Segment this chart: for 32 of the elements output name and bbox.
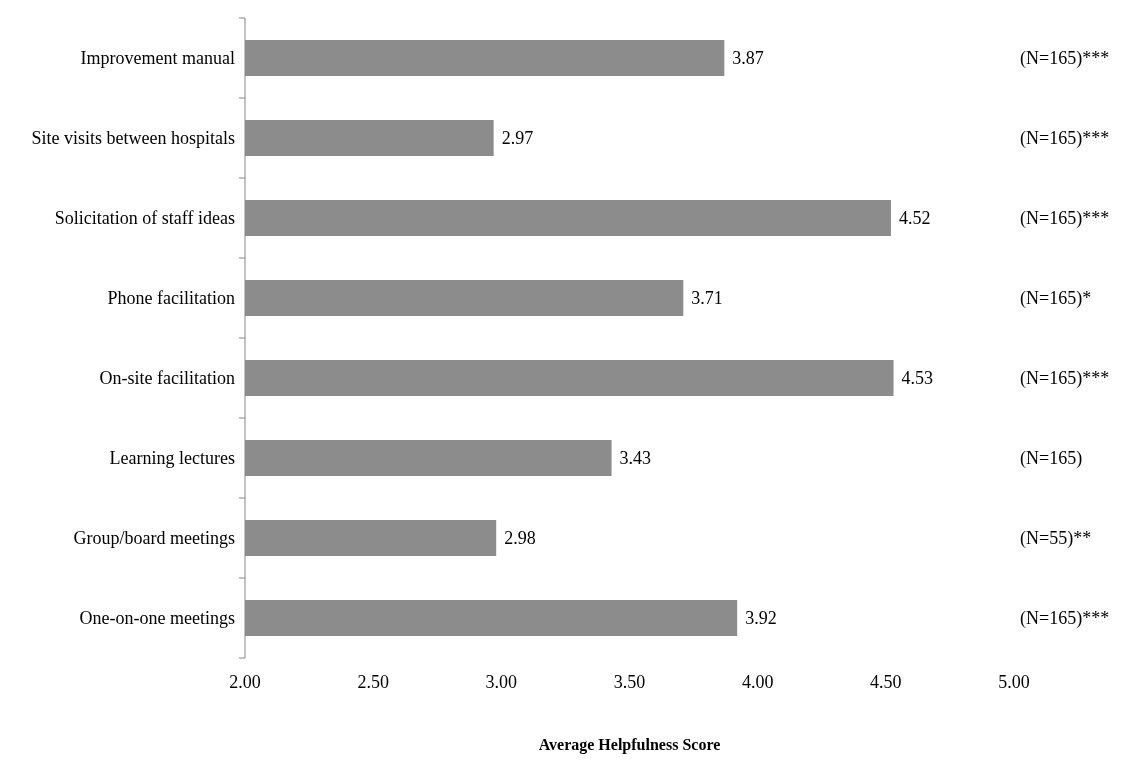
- data-label: 2.98: [504, 528, 536, 549]
- y-tick-label: Improvement manual: [80, 48, 235, 69]
- y-tick-label: Phone facilitation: [107, 288, 235, 309]
- y-tick-label: One-on-one meetings: [79, 608, 235, 629]
- data-label: 3.43: [619, 448, 652, 469]
- data-label: 3.87: [732, 48, 764, 69]
- data-label: 3.71: [691, 288, 723, 309]
- x-tick-label: 3.50: [613, 672, 646, 692]
- text: (N=55)**: [1020, 528, 1092, 550]
- x-tick-label: 2.00: [229, 672, 261, 692]
- x-tick-label: 3.00: [485, 672, 518, 692]
- x-tick-label: 5.00: [998, 672, 1030, 692]
- y-tick-label: Solicitation of staff ideas: [54, 208, 235, 229]
- data-label: 2.97: [501, 128, 534, 149]
- text: (N=165)***: [1020, 128, 1110, 150]
- data-label: 4.53: [901, 368, 934, 389]
- text: (N=165)***: [1020, 368, 1110, 390]
- text: (N=165)*: [1020, 288, 1092, 310]
- text: (N=165): [1020, 448, 1083, 470]
- text: (N=165)***: [1020, 208, 1110, 230]
- y-tick-label: Site visits between hospitals: [31, 128, 235, 149]
- y-tick-label: Group/board meetings: [73, 528, 235, 549]
- x-tick-label: 4.50: [870, 672, 902, 692]
- data-label: 3.92: [745, 608, 777, 629]
- y-tick-label: Learning lectures: [109, 448, 235, 469]
- x-axis-title: Average Helpfulness Score: [538, 736, 721, 754]
- x-tick-label: 2.50: [357, 672, 389, 692]
- text: (N=165)***: [1020, 608, 1110, 630]
- y-tick-label: On-site facilitation: [99, 368, 235, 389]
- data-label: 4.52: [898, 208, 931, 229]
- x-tick-label: 4.00: [741, 672, 774, 692]
- text: (N=165)***: [1020, 48, 1110, 70]
